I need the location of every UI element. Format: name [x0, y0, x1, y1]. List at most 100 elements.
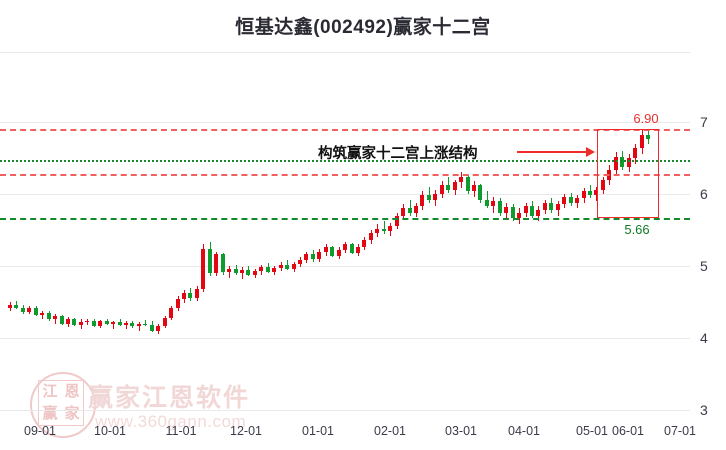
candle-body [59, 316, 64, 324]
candle-body [459, 176, 464, 183]
candle-wick [448, 176, 450, 193]
gridline [0, 52, 690, 53]
candle-body [349, 244, 354, 254]
annotation-text: 构筑赢家十二宫上涨结构 [318, 146, 478, 162]
seal-char: 江 [42, 383, 58, 400]
candle-body [394, 215, 399, 226]
candle-body [298, 260, 302, 264]
annotation-arrow-icon [517, 147, 595, 157]
candle-body [285, 264, 290, 269]
x-axis-label: 03-01 [445, 424, 477, 438]
candle-body [246, 270, 251, 275]
candle-body [343, 244, 348, 251]
candle-wick [428, 186, 430, 203]
candle-body [40, 312, 45, 315]
candle-body [381, 228, 386, 232]
candle-body [207, 248, 212, 274]
candle-body [162, 317, 167, 326]
candle-body [278, 264, 283, 269]
candle-body [53, 316, 58, 320]
candle-body [626, 158, 631, 167]
gridline [0, 122, 690, 123]
candle-body [72, 319, 77, 326]
reference-line-support-5-66 [0, 218, 690, 221]
candle-body [188, 293, 193, 298]
candle-body [98, 321, 103, 326]
candle-body [130, 322, 135, 327]
candle-body [549, 202, 554, 210]
candle-body [182, 293, 186, 300]
x-axis-label: 04-01 [508, 424, 540, 438]
candle-wick [138, 322, 140, 331]
x-axis-label: 05-01 [576, 424, 608, 438]
candle-body [613, 156, 618, 170]
reference-line-resistance-upper [0, 129, 690, 132]
x-axis-label: 01-01 [302, 424, 334, 438]
candle-body [407, 208, 412, 213]
candle-body [46, 312, 51, 320]
candle-wick [145, 320, 147, 327]
candle-body [426, 195, 431, 200]
candle-body [252, 271, 257, 275]
candle-body [600, 179, 605, 190]
candle-body [510, 206, 515, 219]
candle-body [304, 254, 309, 261]
candle-body [201, 248, 206, 290]
candle-body [220, 254, 225, 272]
gridline [0, 194, 690, 195]
candle-body [452, 182, 457, 190]
gann-twelve-palace-box [597, 129, 659, 219]
candle-body [414, 205, 418, 213]
x-axis-label: 10-01 [94, 424, 126, 438]
y-axis-label: 4 [700, 330, 708, 346]
candle-body [33, 308, 38, 315]
gridline [0, 410, 690, 411]
candle-body [588, 191, 592, 196]
candle-body [175, 299, 180, 308]
candle-body [446, 185, 451, 190]
candle-body [401, 208, 406, 216]
candle-body [143, 323, 148, 326]
candle-wick [383, 221, 385, 235]
page-title: 恒基达鑫(002492)赢家十二宫 [235, 17, 491, 38]
candle-body [66, 319, 70, 324]
candle-body [504, 206, 509, 213]
candle-body [124, 322, 128, 326]
candle-body [78, 322, 83, 326]
candle-body [240, 270, 244, 274]
candle-wick [126, 320, 127, 330]
candle-body [233, 268, 238, 274]
candle-body [156, 325, 161, 331]
candle-body [149, 325, 154, 331]
candle-body [517, 212, 522, 219]
x-axis-label: 07-01 [664, 424, 696, 438]
candle-body [85, 320, 90, 323]
seal-char: 恩 [64, 383, 80, 400]
candle-body [356, 247, 360, 254]
candle-body [214, 254, 219, 274]
candle-wick [486, 191, 488, 209]
candle-body [420, 195, 425, 206]
candle-body [439, 185, 444, 194]
candle-body [581, 191, 586, 199]
candle-body [227, 268, 232, 272]
candle-body [14, 304, 19, 308]
candle-wick [113, 320, 115, 329]
candle-body [542, 202, 547, 210]
candle-wick [409, 199, 411, 216]
candle-body [323, 247, 328, 252]
candle-body [117, 322, 122, 326]
candle-body [104, 321, 109, 324]
watermark-brand: 赢家江恩软件 [88, 384, 251, 412]
candle-wick [16, 300, 18, 310]
candle-body [523, 205, 528, 213]
x-axis-label: 06-01 [612, 424, 644, 438]
watermark-url: www.360gann.com [95, 412, 247, 431]
candle-body [291, 263, 296, 269]
candle-body [433, 194, 438, 200]
candle-body [530, 205, 534, 216]
candle-body [8, 304, 12, 308]
candle-wick [229, 266, 231, 278]
candle-body [388, 225, 393, 232]
